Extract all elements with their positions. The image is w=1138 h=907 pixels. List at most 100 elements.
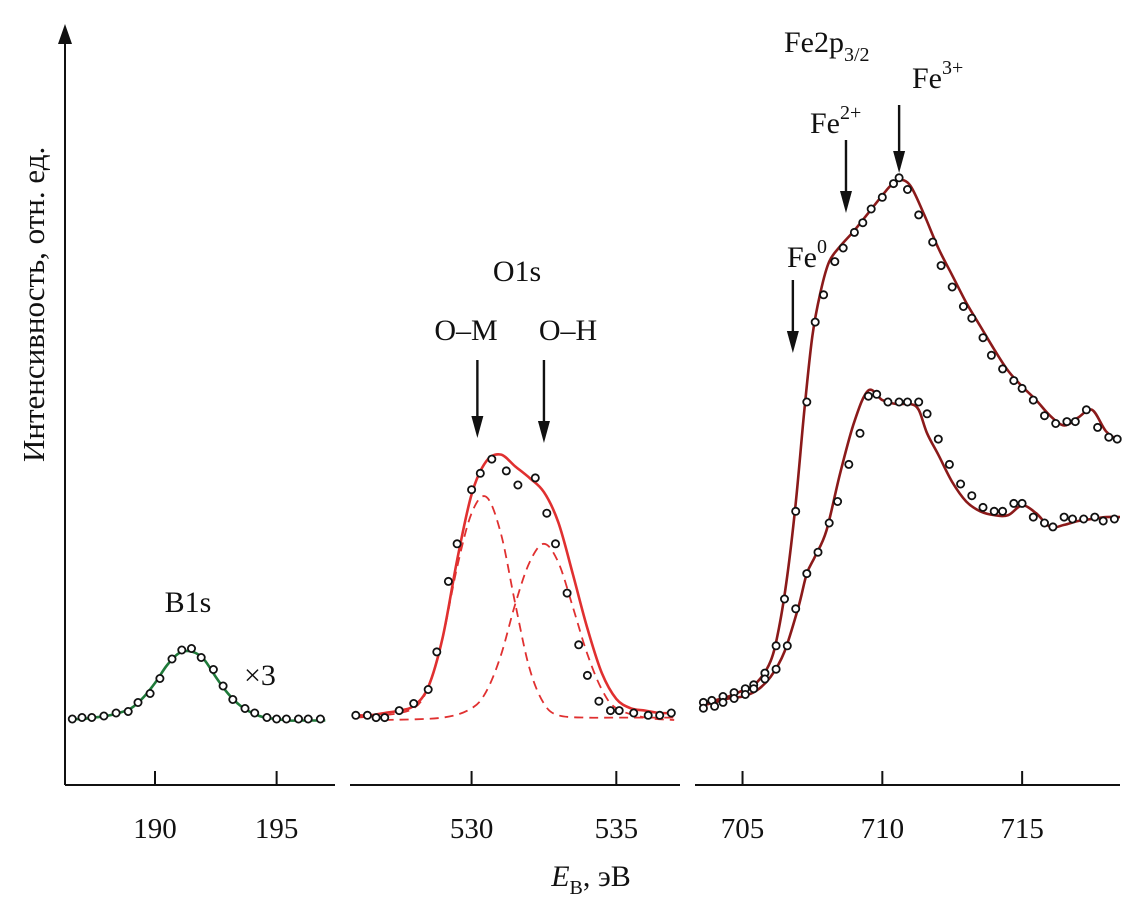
fe3-label-base: Fe <box>912 62 942 95</box>
data-point-o-0-8 <box>443 576 453 586</box>
data-point-o-0-13 <box>501 466 511 476</box>
arrow-down-icon <box>537 421 550 443</box>
data-point-fe-1-20 <box>903 397 913 407</box>
data-point-b-0-9 <box>167 654 177 664</box>
panel-fe2p: 705 710 715 <box>698 105 1122 845</box>
data-point-b-0-20 <box>281 714 291 724</box>
data-point-fe-0-41 <box>1112 434 1122 444</box>
arrow-down-icon <box>893 151 906 173</box>
data-point-b-0-19 <box>272 714 282 724</box>
y-axis-title: Интенсивность, отн. ед. <box>16 147 51 462</box>
data-point-fe-0-25 <box>947 282 957 292</box>
data-point-fe-0-11 <box>810 317 820 327</box>
x-axis-title-unit: , эВ <box>583 860 631 893</box>
data-point-fe-1-33 <box>1040 518 1050 528</box>
data-point-b-0-21 <box>293 714 303 724</box>
series-line-o-0 <box>355 452 675 717</box>
data-point-o-0-5 <box>409 699 419 709</box>
data-point-fe-0-36 <box>1062 417 1072 427</box>
fe2-label: Fe2+ <box>810 102 861 140</box>
data-point-o-0-22 <box>606 706 616 716</box>
data-point-fe-1-24 <box>944 459 954 469</box>
data-point-fe-1-1 <box>710 701 720 711</box>
data-point-fe-1-13 <box>833 496 843 506</box>
x-tick-label-o-0: 530 <box>450 813 494 845</box>
data-point-b-0-8 <box>155 674 165 684</box>
data-point-fe-0-27 <box>967 313 977 323</box>
data-point-o-0-24 <box>629 708 639 718</box>
data-point-fe-1-23 <box>933 434 943 444</box>
panel-o1s: 530 535 <box>351 360 676 845</box>
data-point-fe-0-24 <box>936 261 946 271</box>
data-point-fe-1-6 <box>760 674 770 684</box>
data-point-fe-1-32 <box>1028 512 1038 522</box>
x-tick-label-fe-2: 715 <box>1000 813 1044 845</box>
data-point-b-0-16 <box>240 704 250 714</box>
arrow-down-icon <box>786 331 799 353</box>
data-point-fe-0-23 <box>928 237 938 247</box>
b1s-label: B1s <box>165 586 212 619</box>
data-point-o-0-0 <box>351 710 361 720</box>
data-point-b-0-17 <box>250 708 260 718</box>
fe2-label-sup: 2+ <box>840 102 861 124</box>
data-point-fe-1-2 <box>718 697 728 707</box>
scale-factor-label: ×3 <box>244 659 276 692</box>
data-point-fe-0-12 <box>819 290 829 300</box>
data-point-o-0-6 <box>423 685 433 695</box>
data-point-fe-1-7 <box>771 664 781 674</box>
data-point-fe-0-8 <box>780 594 790 604</box>
data-point-fe-0-7 <box>771 641 781 651</box>
data-point-fe-1-12 <box>824 518 834 528</box>
data-point-fe-0-10 <box>802 397 812 407</box>
data-point-fe-1-15 <box>855 428 865 438</box>
data-point-fe-1-14 <box>844 459 854 469</box>
data-point-o-0-2 <box>371 713 381 723</box>
x-tick-label-o-1: 535 <box>595 813 639 845</box>
data-point-o-0-9 <box>452 539 462 549</box>
data-point-fe-1-5 <box>749 684 759 694</box>
series-line-b-0 <box>69 649 326 722</box>
data-point-fe-0-40 <box>1104 432 1114 442</box>
data-point-fe-0-33 <box>1028 395 1038 405</box>
data-point-fe-0-22 <box>914 210 924 220</box>
data-point-fe-1-36 <box>1068 514 1078 524</box>
data-point-o-0-23 <box>614 706 624 716</box>
fe3-label: Fe3+ <box>912 57 963 95</box>
data-point-b-0-6 <box>133 698 143 708</box>
x-tick-label-fe-0: 705 <box>721 813 765 845</box>
data-point-b-0-15 <box>228 695 238 705</box>
data-point-fe-0-19 <box>889 179 899 189</box>
x-axis-title-subscript: B <box>570 877 583 899</box>
x-tick-label-b-1: 195 <box>255 813 299 845</box>
data-point-b-0-23 <box>315 714 325 724</box>
data-point-b-0-3 <box>99 711 109 721</box>
data-point-o-0-3 <box>380 713 390 723</box>
fe2p-label-main: Fe2p <box>784 26 844 59</box>
data-point-fe-1-28 <box>989 506 999 516</box>
data-point-o-0-1 <box>362 710 372 720</box>
data-point-o-0-14 <box>513 480 523 490</box>
data-point-o-0-21 <box>594 696 604 706</box>
data-point-fe-1-21 <box>914 397 924 407</box>
data-point-o-0-27 <box>666 708 676 718</box>
data-point-o-0-26 <box>655 710 665 720</box>
data-point-fe-0-21 <box>903 184 913 194</box>
data-point-fe-0-28 <box>978 333 988 343</box>
panel-b1s: 190 195 <box>67 644 326 845</box>
fe2p-label: Fe2p3/2 <box>784 26 870 66</box>
data-point-o-0-15 <box>530 473 540 483</box>
data-point-fe-1-22 <box>922 409 932 419</box>
x-tick-label-fe-1: 710 <box>861 813 905 845</box>
data-point-o-0-10 <box>467 485 477 495</box>
data-point-fe-1-37 <box>1079 514 1089 524</box>
data-point-o-0-16 <box>542 508 552 518</box>
data-point-b-0-10 <box>177 645 187 655</box>
data-point-b-0-1 <box>77 713 87 723</box>
data-point-fe-1-11 <box>813 547 823 557</box>
data-point-fe-1-38 <box>1090 512 1100 522</box>
data-point-fe-0-17 <box>866 204 876 214</box>
fe0-label-base: Fe <box>787 241 817 274</box>
fe0-label: Fe0 <box>787 236 827 274</box>
y-axis-arrow-icon <box>58 24 72 44</box>
